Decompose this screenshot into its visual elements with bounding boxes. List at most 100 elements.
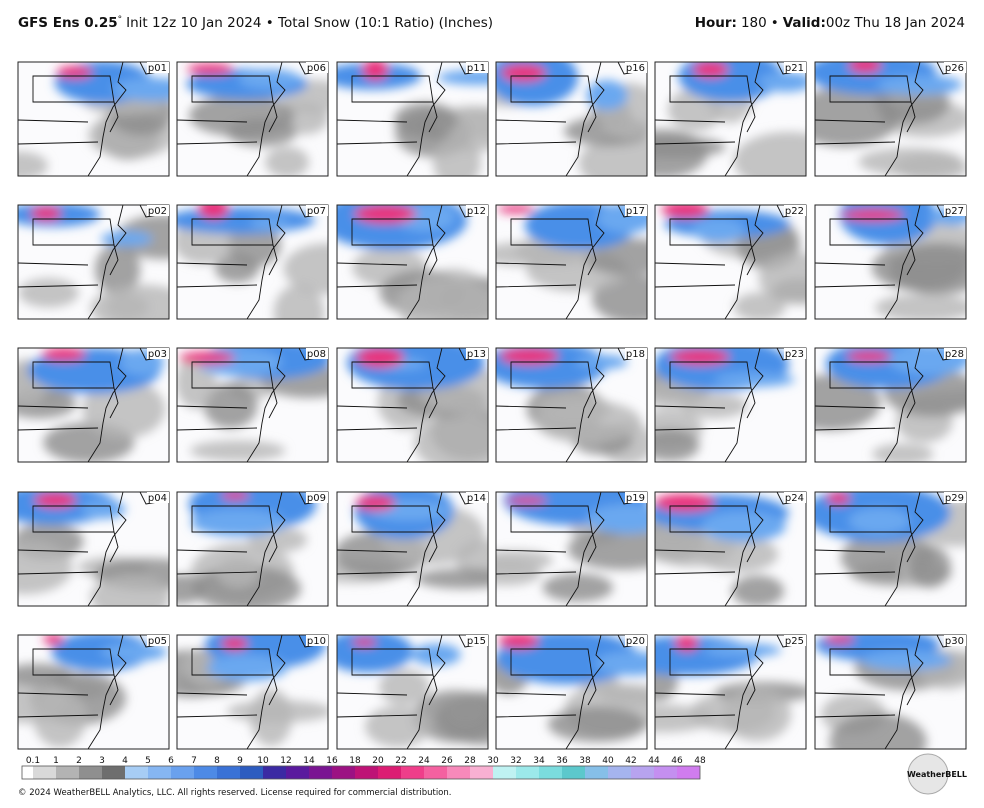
panel-frame bbox=[495, 491, 648, 607]
snow-mid2 bbox=[758, 71, 806, 93]
borders bbox=[176, 347, 318, 463]
snow-mid2 bbox=[701, 510, 786, 542]
degree: ° bbox=[118, 15, 123, 25]
label-bg bbox=[466, 348, 488, 359]
snow-light bbox=[731, 575, 785, 606]
borders bbox=[814, 634, 956, 750]
colorbar-swatch bbox=[401, 766, 424, 779]
panel-frame bbox=[176, 491, 329, 607]
colorbar-label: 28 bbox=[464, 756, 476, 766]
borders bbox=[336, 204, 478, 320]
borders bbox=[17, 204, 159, 320]
colorbar-swatch bbox=[148, 766, 171, 779]
colorbar-swatch bbox=[56, 766, 79, 779]
snow-light bbox=[696, 536, 779, 573]
map-panel: p16 bbox=[495, 61, 648, 177]
borders bbox=[814, 491, 956, 607]
colorbar-swatch bbox=[102, 766, 125, 779]
blur-group bbox=[337, 492, 488, 589]
blur-group bbox=[18, 348, 166, 462]
snow-light bbox=[18, 278, 79, 308]
snow-light bbox=[90, 574, 169, 606]
hour: 180 bbox=[741, 15, 767, 31]
snow-light bbox=[894, 153, 966, 176]
panel-label: p12 bbox=[467, 206, 486, 217]
borders bbox=[336, 347, 478, 463]
map-panel: p11 bbox=[336, 61, 489, 177]
map-panel: p18 bbox=[495, 347, 648, 463]
snow-heavy bbox=[179, 351, 235, 365]
label-bg bbox=[944, 205, 966, 216]
snow-light bbox=[655, 704, 716, 733]
snow-field bbox=[496, 348, 647, 462]
colorbar-label: 26 bbox=[441, 756, 453, 766]
snow-light bbox=[94, 243, 141, 295]
panel-label: p13 bbox=[467, 349, 486, 360]
snow-field bbox=[337, 62, 488, 176]
panel-frame bbox=[17, 491, 170, 607]
panel-frame bbox=[17, 61, 170, 177]
colorbar-swatch bbox=[217, 766, 240, 779]
blur-group bbox=[496, 62, 647, 176]
colorbar-label: 22 bbox=[395, 756, 406, 766]
colorbar-swatch bbox=[447, 766, 470, 779]
panel-frame bbox=[17, 347, 170, 463]
map-panel: p28 bbox=[814, 347, 967, 463]
snow-light bbox=[18, 540, 73, 595]
panel-label: p27 bbox=[945, 206, 964, 217]
snow-field bbox=[496, 62, 647, 176]
colorbar-swatch bbox=[470, 766, 493, 779]
snow-field bbox=[18, 348, 166, 462]
separator: • bbox=[771, 15, 779, 31]
snow-light bbox=[226, 118, 297, 147]
map-panel: p08 bbox=[176, 347, 329, 463]
colorbar-label: 4 bbox=[122, 756, 128, 766]
snow-light bbox=[177, 574, 206, 605]
colorbar-label: 36 bbox=[556, 756, 568, 766]
colorbar-label: 38 bbox=[579, 756, 591, 766]
panel-label: p04 bbox=[148, 493, 167, 504]
label-bg bbox=[625, 205, 647, 216]
map-panel: p09 bbox=[176, 491, 329, 607]
borders bbox=[654, 61, 796, 177]
map-panel: p12 bbox=[336, 204, 489, 320]
panel-frame bbox=[654, 634, 807, 750]
snow-field bbox=[839, 205, 966, 319]
map-panel: p22 bbox=[654, 204, 807, 320]
snow-heavy bbox=[670, 348, 730, 365]
map-panel: p10 bbox=[176, 634, 329, 750]
panel-label: p14 bbox=[467, 493, 486, 504]
valid-label: Valid: bbox=[783, 15, 826, 31]
borders bbox=[17, 634, 159, 750]
snow-light bbox=[436, 691, 488, 745]
label-bg bbox=[306, 62, 328, 73]
colorbar-label: 2 bbox=[76, 756, 82, 766]
borders bbox=[654, 347, 796, 463]
blur-group bbox=[839, 205, 966, 319]
colorbar-swatch bbox=[240, 766, 263, 779]
panel-label: p02 bbox=[148, 206, 167, 217]
snow-heavy bbox=[848, 62, 882, 73]
snow-mid2 bbox=[877, 75, 963, 95]
colorbar-label: 14 bbox=[303, 756, 315, 766]
map-panel: p05 bbox=[17, 634, 170, 750]
borders bbox=[495, 204, 637, 320]
panel-label: p05 bbox=[148, 636, 167, 647]
panel-label: p18 bbox=[626, 349, 645, 360]
snow-heavy bbox=[41, 348, 86, 362]
panel-label: p11 bbox=[467, 63, 486, 74]
panel-label: p17 bbox=[626, 206, 645, 217]
label-bg bbox=[306, 492, 328, 503]
map-panel: p14 bbox=[336, 491, 489, 607]
label-bg bbox=[944, 62, 966, 73]
panel-label: p29 bbox=[945, 493, 964, 504]
snow-light bbox=[414, 413, 488, 462]
label-bg bbox=[784, 635, 806, 646]
snow-mid2 bbox=[100, 643, 168, 662]
panel-label: p01 bbox=[148, 63, 167, 74]
map-panel: p25 bbox=[654, 634, 807, 750]
snow-heavy bbox=[661, 205, 709, 219]
panel-label: p25 bbox=[785, 636, 804, 647]
blur-group bbox=[18, 635, 168, 748]
panel-frame bbox=[495, 634, 648, 750]
